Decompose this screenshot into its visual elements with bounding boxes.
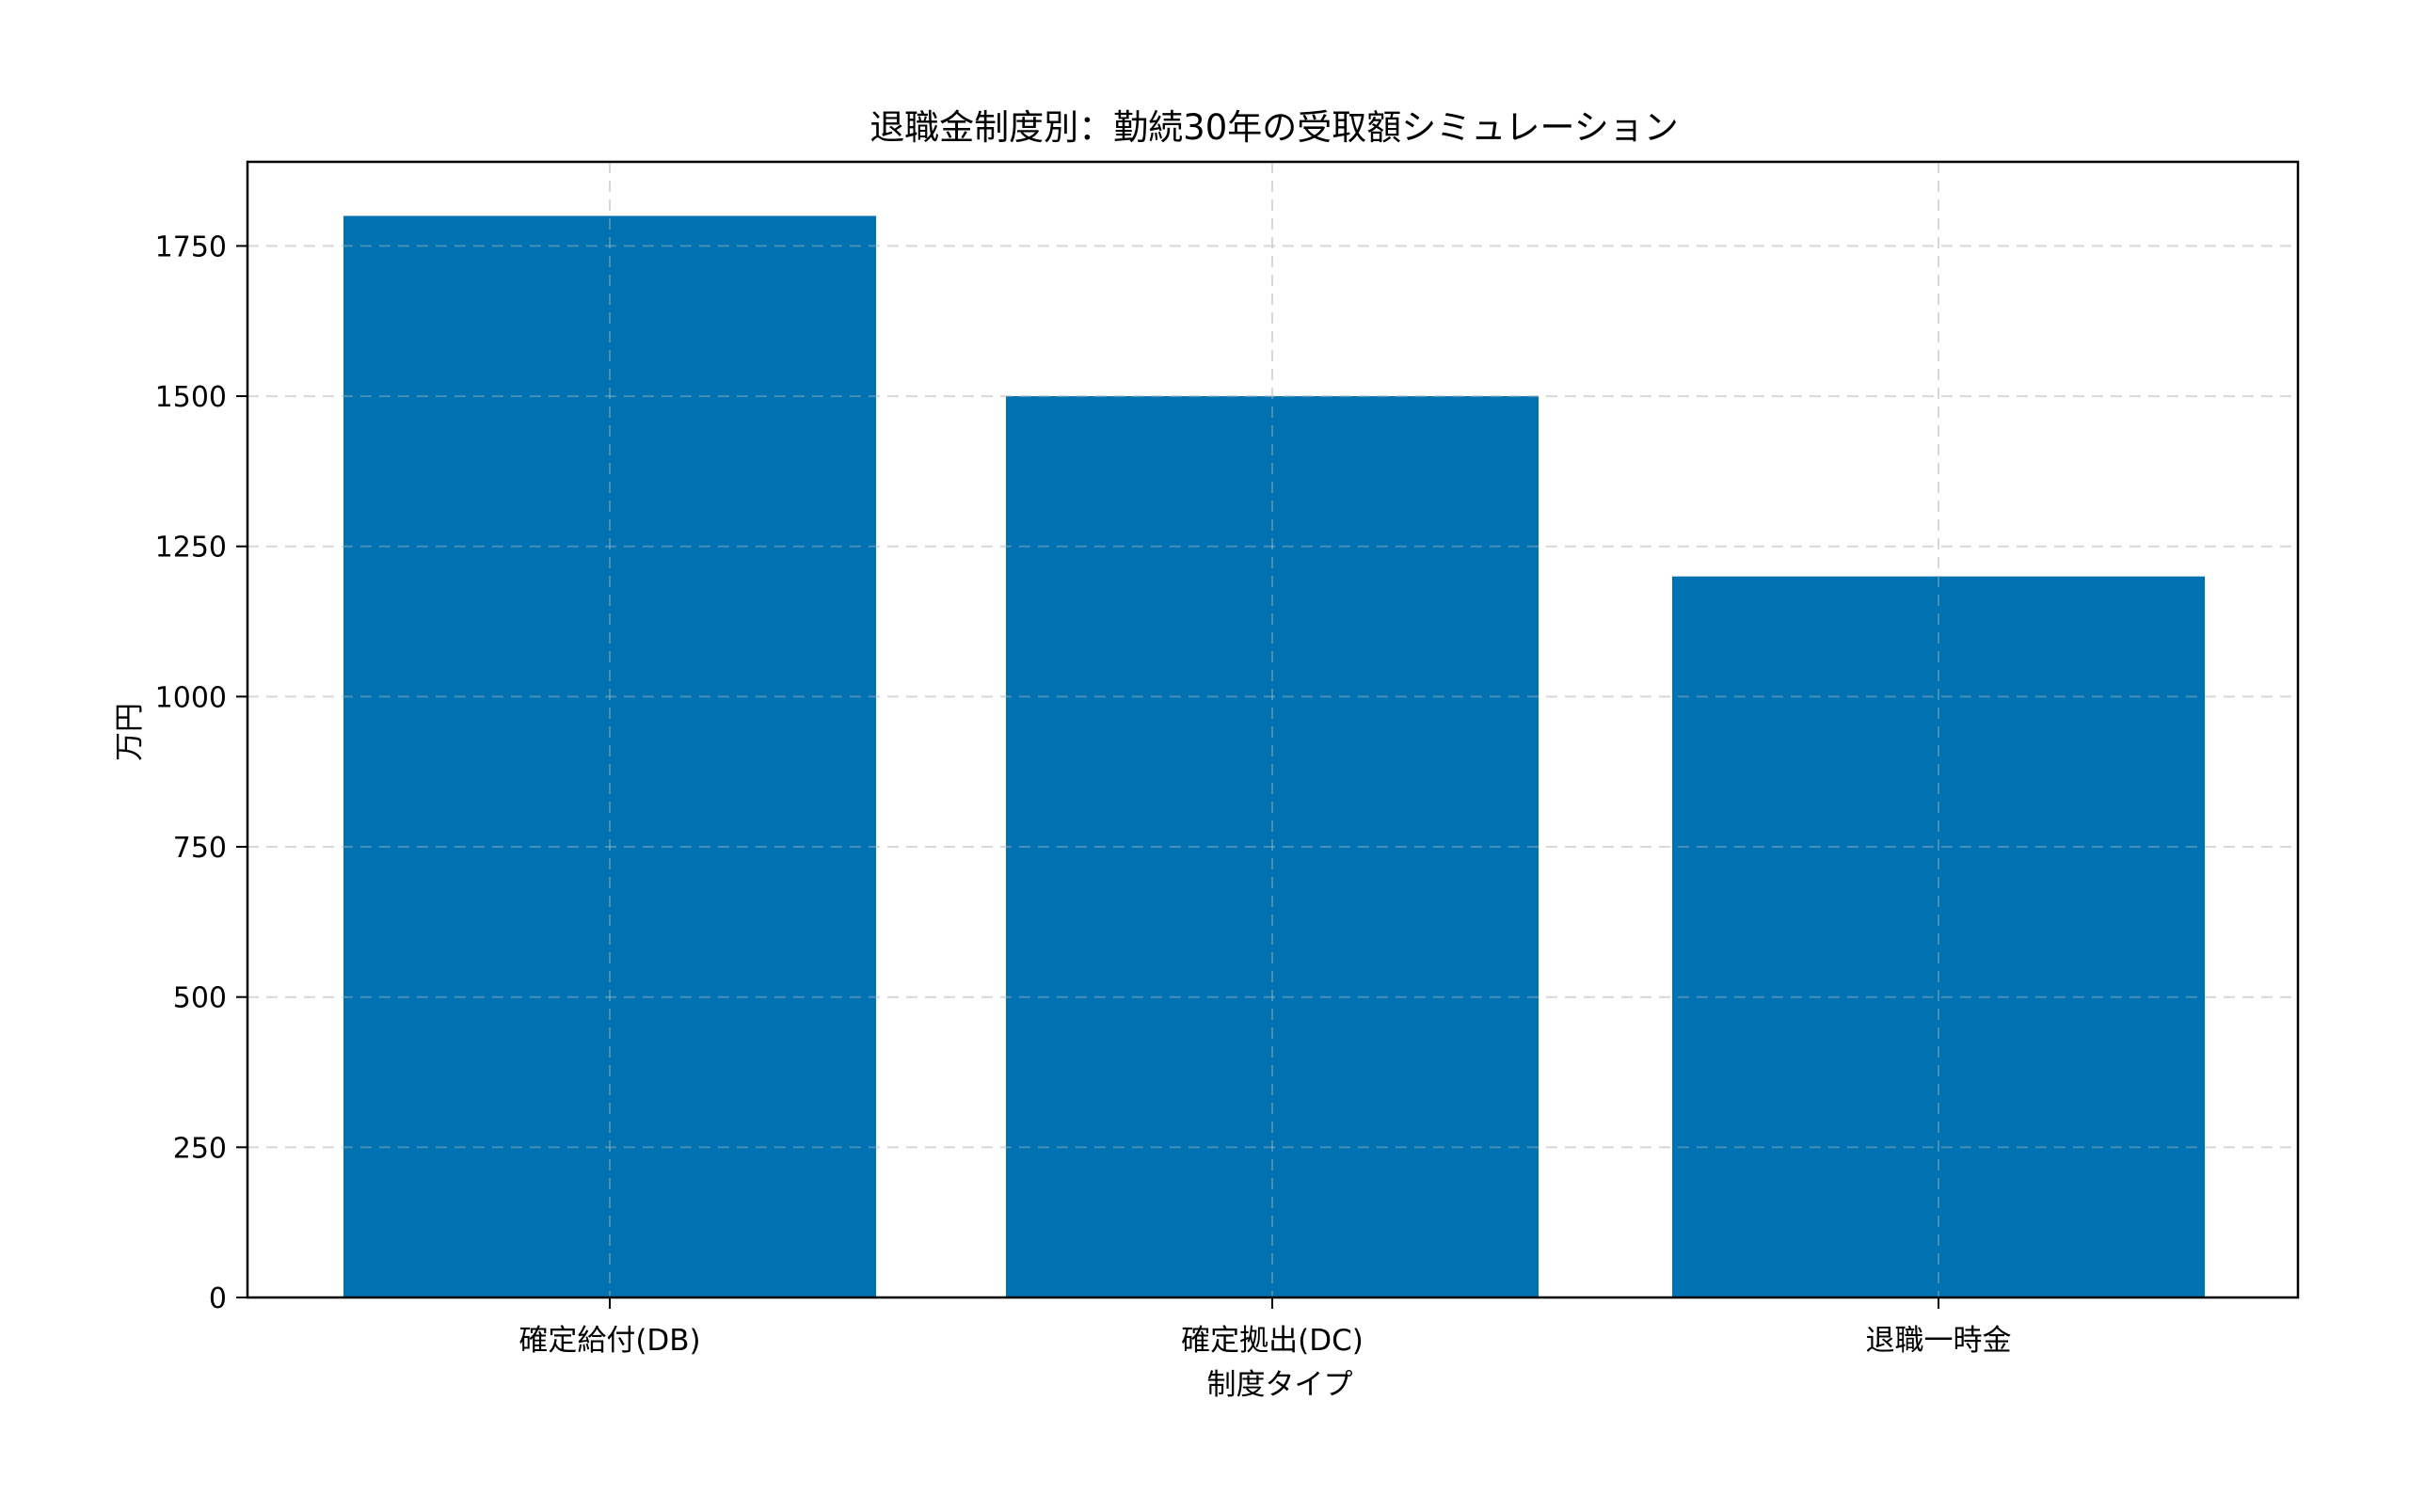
y-tick-label: 250 (173, 1132, 227, 1165)
x-tick-label: 確定給付(DB) (518, 1324, 700, 1358)
y-tick-label: 750 (173, 832, 227, 865)
x-tick-label: 退職一時金 (1866, 1324, 2012, 1358)
y-axis-label: 万円 (113, 703, 147, 761)
y-axis-ticks: 0 250 500 750 1000 1250 1500 1750 (155, 231, 247, 1315)
bars (247, 162, 2298, 1298)
bar (1006, 396, 1539, 1298)
bar (1672, 576, 2205, 1297)
bar (343, 215, 876, 1297)
chart-title: 退職金制度別：勤続30年の受取額シミュレーション (869, 107, 1679, 148)
y-tick-label: 0 (209, 1282, 227, 1315)
y-tick-label: 1250 (155, 532, 227, 565)
x-axis-ticks: 確定給付(DB) 確定拠出(DC) 退職一時金 (518, 1297, 2012, 1358)
x-tick-label: 確定拠出(DC) (1181, 1324, 1364, 1358)
y-tick-label: 500 (173, 982, 227, 1015)
y-tick-label: 1500 (155, 381, 227, 414)
y-tick-label: 1750 (155, 231, 227, 263)
y-tick-label: 1000 (155, 681, 227, 714)
x-axis-label: 制度タイプ (1207, 1368, 1353, 1402)
